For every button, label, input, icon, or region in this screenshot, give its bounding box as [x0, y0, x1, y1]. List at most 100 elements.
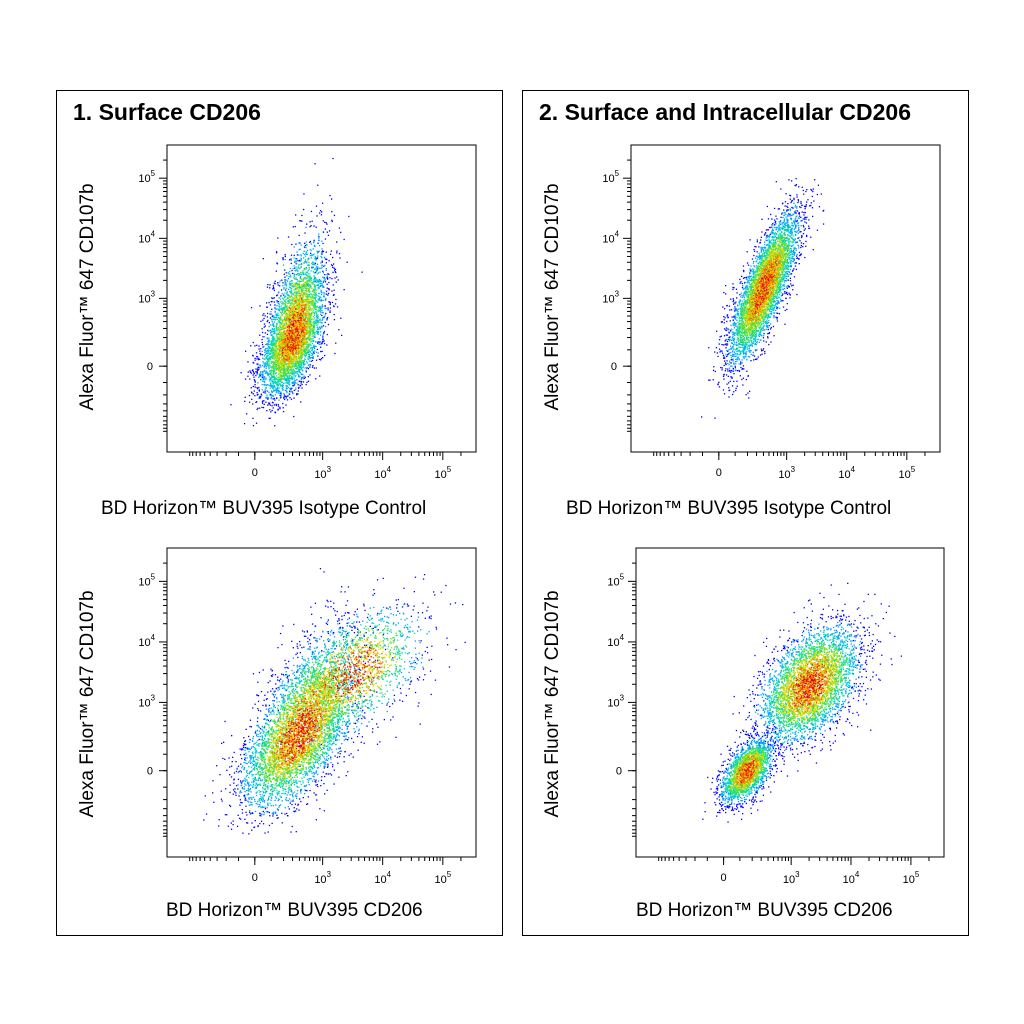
event-dot: [298, 254, 300, 256]
event-dot: [277, 387, 279, 389]
event-dot: [325, 297, 327, 300]
event-dot: [323, 330, 326, 333]
event-dot: [295, 360, 297, 362]
event-dot: [312, 353, 314, 355]
event-dot: [271, 352, 273, 355]
event-dot: [294, 376, 296, 378]
event-dot: [291, 322, 293, 324]
event-dot: [283, 332, 285, 334]
event-dot: [285, 308, 287, 311]
event-dot: [284, 316, 286, 318]
event-dot: [300, 294, 302, 296]
event-dot: [294, 310, 296, 312]
event-dot: [299, 301, 302, 303]
event-dot: [253, 379, 255, 381]
event-dot: [266, 320, 268, 323]
event-dot: [271, 361, 273, 364]
event-dot: [305, 287, 307, 289]
event-dot: [268, 322, 270, 324]
event-dot: [286, 326, 289, 328]
event-dot: [284, 254, 286, 256]
event-dot: [270, 340, 272, 342]
event-dot: [297, 356, 299, 358]
event-dot: [266, 362, 268, 365]
event-dot: [305, 341, 308, 343]
event-dot: [298, 369, 300, 371]
event-dot: [309, 356, 311, 359]
event-dot: [282, 285, 284, 287]
event-dot: [317, 255, 319, 257]
event-dot: [292, 385, 294, 387]
event-dot: [263, 345, 265, 348]
event-dot: [281, 337, 283, 339]
event-dot: [315, 267, 317, 269]
event-dot: [328, 260, 330, 262]
event-dot: [300, 333, 302, 335]
event-dot: [276, 357, 278, 359]
event-dot: [289, 379, 291, 381]
event-dot: [270, 362, 272, 365]
event-dot: [282, 386, 284, 389]
event-dot: [302, 280, 304, 282]
event-dot: [269, 346, 271, 348]
event-dot: [291, 313, 294, 315]
event-dot: [250, 387, 252, 389]
event-dot: [268, 352, 270, 354]
event-dot: [305, 272, 307, 274]
event-dot: [317, 298, 319, 300]
event-dot: [293, 325, 295, 328]
event-dot: [309, 309, 311, 311]
event-dot: [289, 321, 291, 323]
event-dot: [276, 332, 278, 334]
event-dot: [295, 362, 297, 364]
event-dot: [276, 329, 278, 331]
event-dot: [312, 271, 314, 273]
event-dot: [316, 330, 318, 333]
event-dot: [298, 260, 300, 262]
event-dot: [293, 291, 296, 293]
event-dot: [273, 386, 275, 388]
event-dot: [315, 341, 317, 343]
event-dot: [295, 243, 297, 245]
event-dot: [321, 319, 323, 322]
event-dot: [285, 355, 287, 357]
event-dot: [300, 401, 302, 403]
event-dot: [310, 297, 312, 299]
event-dot: [319, 212, 321, 214]
event-dot: [283, 312, 285, 314]
event-dot: [272, 355, 274, 357]
event-dot: [285, 330, 288, 332]
event-dot: [280, 333, 282, 336]
event-dot: [284, 369, 286, 372]
event-dot: [285, 310, 287, 312]
event-dot: [308, 298, 311, 300]
event-dot: [324, 316, 326, 318]
event-dot: [268, 362, 270, 364]
event-dot: [332, 157, 334, 160]
event-dot: [266, 306, 269, 308]
event-dot: [282, 355, 284, 357]
event-dot: [307, 282, 309, 285]
event-dot: [285, 354, 287, 357]
event-dot: [275, 324, 278, 327]
event-dot: [296, 315, 299, 318]
event-dot: [299, 310, 301, 312]
event-dot: [313, 280, 315, 282]
event-dot: [313, 276, 316, 278]
event-dot: [294, 295, 296, 297]
event-dot: [270, 341, 272, 343]
event-dot: [282, 330, 285, 332]
event-dot: [298, 289, 300, 291]
event-dot: [303, 363, 305, 365]
event-dot: [268, 356, 270, 359]
event-dot: [291, 312, 293, 314]
event-dot: [303, 299, 306, 301]
event-dot: [295, 344, 297, 347]
event-dot: [294, 357, 296, 359]
event-dot: [286, 337, 288, 339]
event-dot: [266, 371, 268, 373]
event-dot: [316, 273, 319, 275]
event-dot: [290, 317, 293, 319]
event-dot: [302, 312, 305, 314]
event-dot: [285, 315, 287, 317]
